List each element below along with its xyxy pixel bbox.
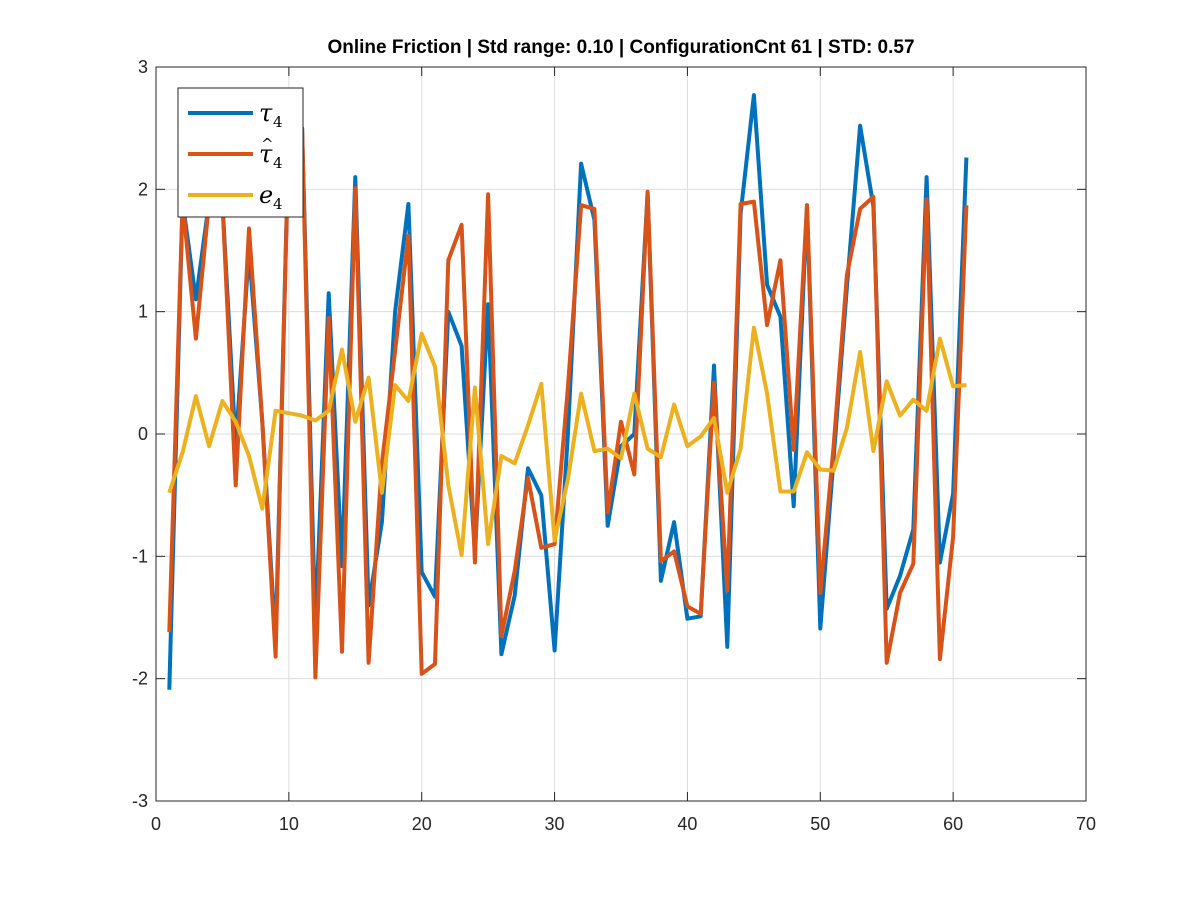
y-tick-label: -3 bbox=[132, 791, 148, 811]
y-tick-label: 3 bbox=[138, 57, 148, 77]
legend-label-tau-4: τ bbox=[259, 99, 273, 127]
x-tick-label: 40 bbox=[677, 814, 697, 834]
y-tick-label: 2 bbox=[138, 179, 148, 199]
x-tick-label: 20 bbox=[412, 814, 432, 834]
x-tick-label: 10 bbox=[279, 814, 299, 834]
y-tick-labels: -3 -2 -1 0 1 2 3 bbox=[132, 57, 148, 811]
legend-subscript: 4 bbox=[273, 195, 283, 213]
y-tick-label: -1 bbox=[132, 546, 148, 566]
legend-subscript: 4 bbox=[273, 113, 283, 131]
x-tick-label: 60 bbox=[943, 814, 963, 834]
series-line-e-4 bbox=[167, 325, 967, 558]
legend-subscript: 4 bbox=[273, 154, 283, 172]
x-tick-label: 0 bbox=[151, 814, 161, 834]
legend-label-tau-hat-4: τ bbox=[259, 140, 273, 168]
y-tick-label: -2 bbox=[132, 669, 148, 689]
y-tick-label: 0 bbox=[138, 424, 148, 444]
x-tick-labels: 0 10 20 30 40 50 60 70 bbox=[151, 814, 1096, 834]
y-tick-label: 1 bbox=[138, 302, 148, 322]
x-tick-label: 30 bbox=[545, 814, 565, 834]
chart-title: Online Friction | Std range: 0.10 | Conf… bbox=[327, 37, 914, 58]
x-tick-label: 70 bbox=[1076, 814, 1096, 834]
legend: τ 4τ 4^e 4 bbox=[177, 87, 304, 218]
legend-hat-accent: ^ bbox=[261, 135, 274, 153]
legend-label-e-4: e bbox=[259, 181, 273, 209]
x-tick-label: 50 bbox=[810, 814, 830, 834]
tick-layer bbox=[155, 66, 1087, 802]
